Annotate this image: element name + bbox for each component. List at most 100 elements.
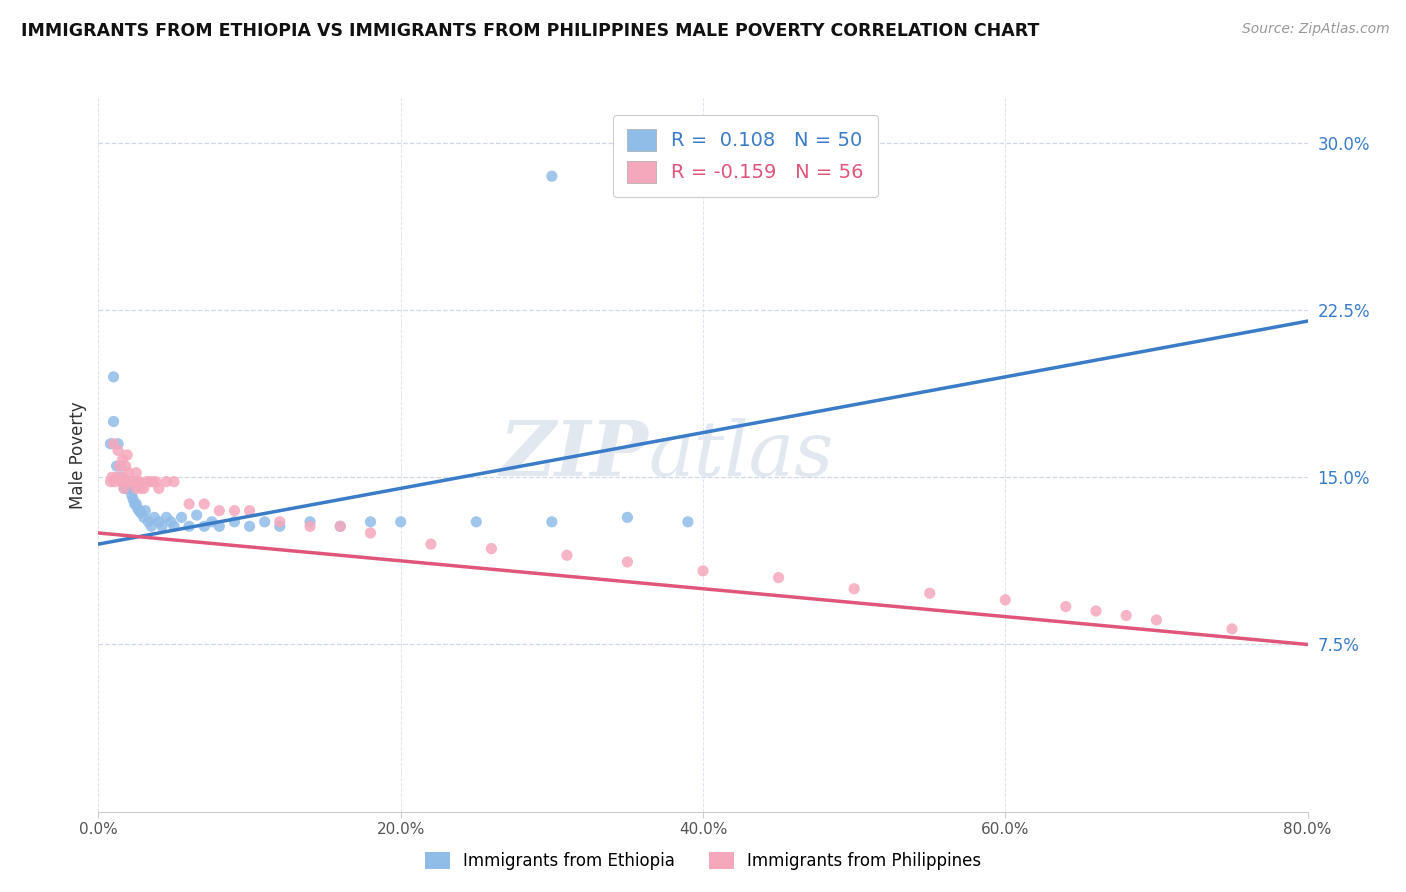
- Point: [128, 475, 150, 489]
- Point: [110, 459, 132, 474]
- Point: [918, 586, 941, 600]
- Point: [177, 519, 201, 533]
- Point: [108, 459, 131, 474]
- Point: [129, 482, 152, 496]
- Point: [135, 475, 157, 489]
- Point: [108, 470, 131, 484]
- Point: [360, 526, 382, 541]
- Point: [163, 519, 186, 533]
- Point: [1115, 608, 1137, 623]
- Point: [132, 482, 155, 496]
- Point: [105, 470, 128, 484]
- Point: [125, 466, 148, 480]
- Point: [148, 482, 170, 496]
- Point: [101, 470, 124, 484]
- Point: [118, 482, 141, 496]
- Point: [329, 519, 352, 533]
- Text: atlas: atlas: [648, 418, 834, 491]
- Point: [540, 515, 562, 529]
- Legend: R =  0.108   N = 50, R = -0.159   N = 56: R = 0.108 N = 50, R = -0.159 N = 56: [613, 115, 877, 197]
- Point: [129, 506, 152, 520]
- Point: [193, 519, 215, 533]
- Point: [160, 515, 183, 529]
- Point: [481, 541, 503, 556]
- Point: [112, 482, 135, 496]
- Point: [143, 510, 166, 524]
- Point: [127, 501, 149, 516]
- Point: [155, 475, 177, 489]
- Point: [124, 475, 146, 489]
- Point: [201, 515, 224, 529]
- Point: [132, 510, 155, 524]
- Point: [269, 515, 291, 529]
- Point: [208, 503, 231, 517]
- Point: [118, 475, 141, 489]
- Point: [136, 515, 159, 529]
- Point: [186, 508, 208, 523]
- Point: [118, 475, 141, 489]
- Point: [100, 436, 122, 450]
- Point: [103, 369, 125, 384]
- Point: [389, 515, 412, 529]
- Point: [768, 571, 790, 585]
- Point: [114, 475, 136, 489]
- Point: [360, 515, 382, 529]
- Point: [616, 555, 638, 569]
- Point: [107, 443, 129, 458]
- Point: [269, 519, 291, 533]
- Point: [103, 414, 125, 429]
- Point: [193, 497, 215, 511]
- Point: [139, 475, 162, 489]
- Point: [239, 519, 262, 533]
- Point: [124, 497, 146, 511]
- Text: IMMIGRANTS FROM ETHIOPIA VS IMMIGRANTS FROM PHILIPPINES MALE POVERTY CORRELATION: IMMIGRANTS FROM ETHIOPIA VS IMMIGRANTS F…: [21, 22, 1039, 40]
- Point: [299, 519, 322, 533]
- Point: [141, 519, 163, 533]
- Point: [239, 503, 262, 517]
- Point: [148, 515, 170, 529]
- Point: [299, 515, 322, 529]
- Point: [253, 515, 276, 529]
- Point: [145, 475, 167, 489]
- Point: [118, 466, 141, 480]
- Point: [112, 482, 135, 496]
- Point: [110, 475, 132, 489]
- Point: [115, 448, 138, 462]
- Point: [125, 482, 148, 496]
- Point: [329, 519, 352, 533]
- Point: [1054, 599, 1077, 614]
- Point: [127, 475, 149, 489]
- Point: [111, 475, 134, 489]
- Text: ZIP: ZIP: [499, 418, 648, 491]
- Text: Source: ZipAtlas.com: Source: ZipAtlas.com: [1241, 22, 1389, 37]
- Point: [155, 510, 177, 524]
- Point: [994, 592, 1017, 607]
- Point: [111, 470, 134, 484]
- Point: [163, 475, 186, 489]
- Point: [104, 475, 127, 489]
- Legend: Immigrants from Ethiopia, Immigrants from Philippines: Immigrants from Ethiopia, Immigrants fro…: [419, 845, 987, 877]
- Point: [115, 482, 138, 496]
- Point: [616, 510, 638, 524]
- Point: [121, 475, 143, 489]
- Point: [692, 564, 714, 578]
- Point: [134, 503, 156, 517]
- Point: [125, 497, 148, 511]
- Point: [224, 503, 246, 517]
- Point: [120, 482, 142, 496]
- Point: [419, 537, 441, 551]
- Point: [1220, 622, 1243, 636]
- Point: [540, 169, 562, 184]
- Point: [170, 510, 193, 524]
- Point: [111, 452, 134, 467]
- Point: [844, 582, 866, 596]
- Point: [114, 459, 136, 474]
- Point: [150, 519, 173, 533]
- Point: [142, 475, 165, 489]
- Point: [100, 475, 122, 489]
- Point: [122, 492, 145, 507]
- Point: [107, 436, 129, 450]
- Point: [1085, 604, 1108, 618]
- Point: [120, 475, 142, 489]
- Point: [676, 515, 699, 529]
